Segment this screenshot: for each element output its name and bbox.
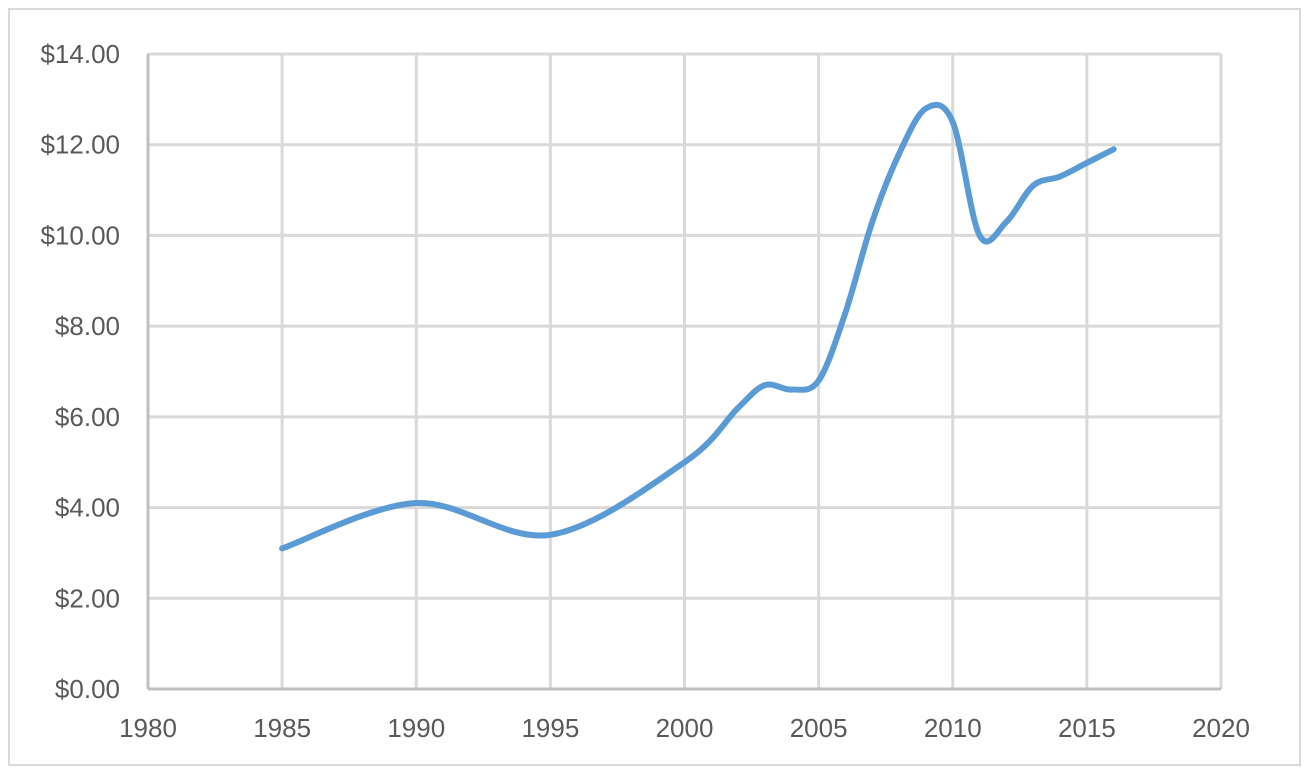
data-point [923, 105, 929, 111]
data-point [279, 545, 285, 551]
data-point [896, 151, 902, 157]
x-tick-label: 2005 [790, 713, 848, 743]
data-point [789, 387, 795, 393]
y-tick-label: $12.00 [40, 130, 120, 160]
x-tick-label: 2020 [1192, 713, 1250, 743]
data-point [1111, 146, 1117, 152]
axes [146, 54, 1221, 691]
tick-labels: $0.00 $2.00 $4.00 $6.00 $8.00 $10.00 $12.00 $14… [40, 39, 1249, 743]
x-tick-label: 1990 [387, 713, 445, 743]
x-tick-label: 2000 [656, 713, 714, 743]
x-tick-label: 1980 [119, 713, 177, 743]
y-tick-label: $4.00 [55, 493, 120, 523]
y-tick-label: $10.00 [40, 220, 120, 250]
x-tick-label: 2010 [924, 713, 982, 743]
data-point [816, 378, 822, 384]
data-point [1057, 173, 1063, 179]
data-point [1030, 183, 1036, 189]
data-point [1084, 160, 1090, 166]
data-point [977, 232, 983, 238]
data-point [413, 500, 419, 506]
data-point [1003, 219, 1009, 225]
y-tick-label: $8.00 [55, 311, 120, 341]
data-point [950, 119, 956, 125]
x-tick-label: 2015 [1058, 713, 1116, 743]
data-point [735, 405, 741, 411]
series-line [279, 101, 1117, 552]
x-tick-label: 1985 [253, 713, 311, 743]
data-point [682, 459, 688, 465]
data-point [762, 382, 768, 388]
data-point [547, 532, 553, 538]
data-point [842, 310, 848, 316]
y-tick-label: $14.00 [40, 39, 120, 69]
gridlines [148, 52, 1223, 689]
series-layer [279, 101, 1117, 552]
data-point [869, 219, 875, 225]
x-tick-label: 1995 [521, 713, 579, 743]
y-tick-label: $6.00 [55, 402, 120, 432]
y-tick-label: $0.00 [55, 674, 120, 704]
y-tick-label: $2.00 [55, 583, 120, 613]
